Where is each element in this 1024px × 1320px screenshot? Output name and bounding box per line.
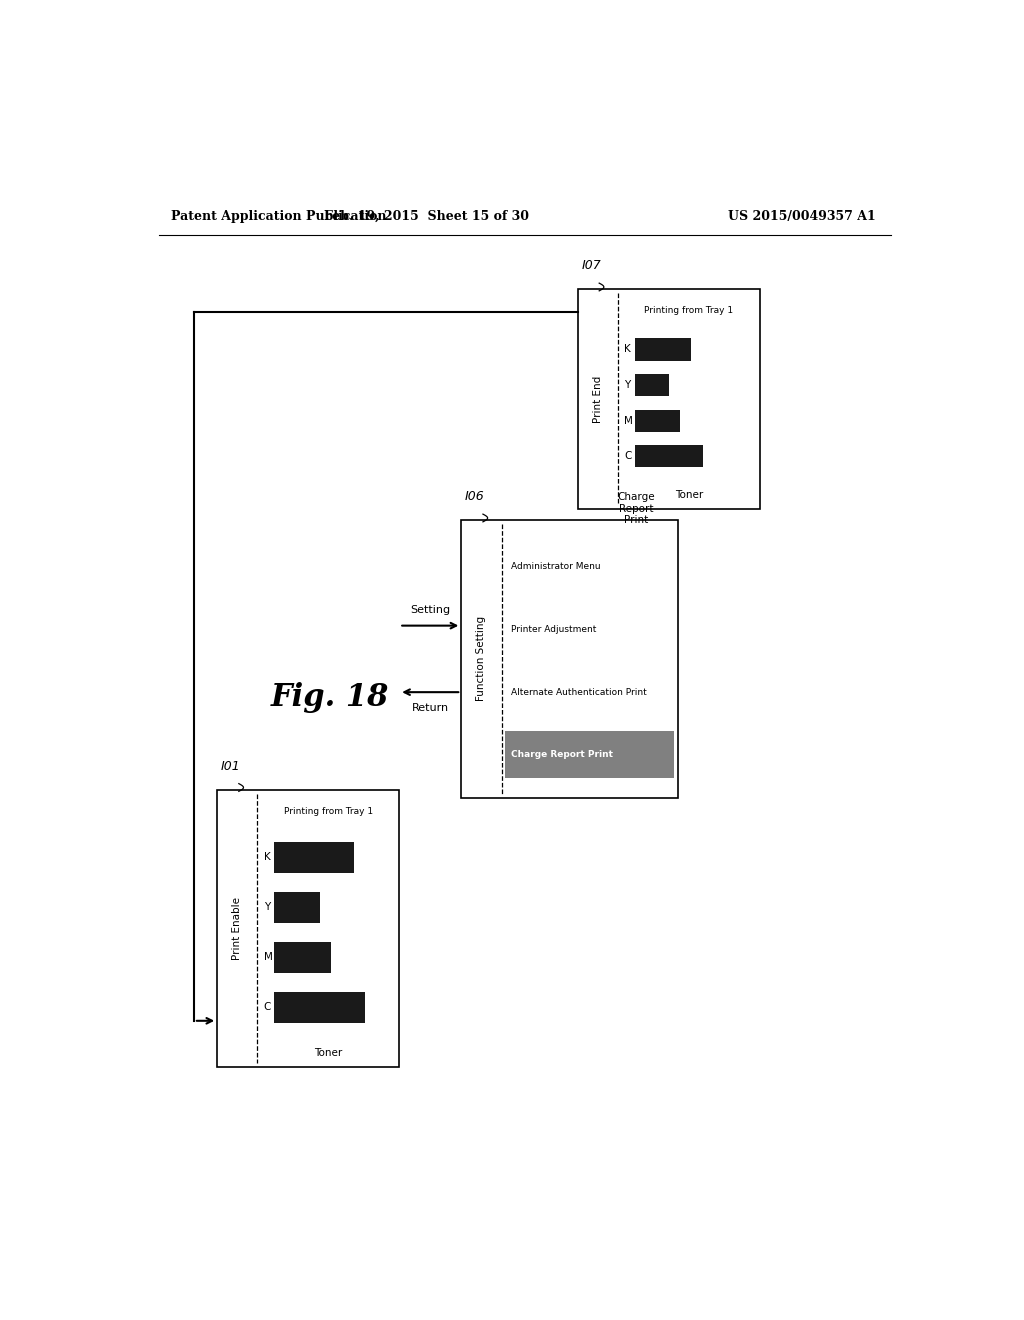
Text: Setting: Setting (411, 606, 451, 615)
Text: C: C (624, 451, 632, 461)
Text: C: C (263, 1002, 271, 1012)
Bar (635, 374, 669, 396)
Text: K: K (624, 345, 631, 355)
Text: Printing from Tray 1: Printing from Tray 1 (284, 807, 373, 816)
Bar (635, 338, 691, 360)
Text: I06: I06 (465, 490, 485, 503)
Text: Printing from Tray 1: Printing from Tray 1 (644, 306, 733, 315)
Bar (506, 731, 675, 777)
Bar (461, 520, 678, 797)
Bar (274, 891, 319, 923)
Text: Alternate Authentication Print: Alternate Authentication Print (511, 688, 646, 697)
Text: Fig. 18: Fig. 18 (270, 682, 389, 713)
Text: Y: Y (624, 380, 630, 391)
Text: I01: I01 (221, 760, 241, 774)
Bar (274, 842, 353, 873)
Text: Patent Application Publication: Patent Application Publication (171, 210, 386, 223)
Text: M: M (263, 952, 272, 962)
Text: Y: Y (263, 903, 270, 912)
Bar (217, 789, 399, 1067)
Text: M: M (624, 416, 633, 425)
Text: Toner: Toner (314, 1048, 342, 1059)
Text: Charge Report Print: Charge Report Print (511, 750, 612, 759)
Text: Administrator Menu: Administrator Menu (511, 562, 600, 572)
Text: US 2015/0049357 A1: US 2015/0049357 A1 (728, 210, 877, 223)
Text: Feb. 19, 2015  Sheet 15 of 30: Feb. 19, 2015 Sheet 15 of 30 (324, 210, 528, 223)
Text: Printer Adjustment: Printer Adjustment (511, 626, 596, 634)
Text: Return: Return (412, 702, 449, 713)
Bar (274, 941, 331, 973)
Text: Print End: Print End (593, 375, 603, 422)
Bar (635, 409, 680, 432)
Text: Function Setting: Function Setting (476, 616, 486, 701)
Bar (635, 445, 702, 467)
Bar (274, 991, 365, 1023)
Text: I07: I07 (582, 259, 601, 272)
Text: Toner: Toner (675, 490, 702, 500)
Text: Charge
Report
Print: Charge Report Print (617, 492, 654, 525)
Bar (578, 289, 760, 508)
Text: Print Enable: Print Enable (232, 896, 243, 960)
Text: K: K (263, 853, 270, 862)
